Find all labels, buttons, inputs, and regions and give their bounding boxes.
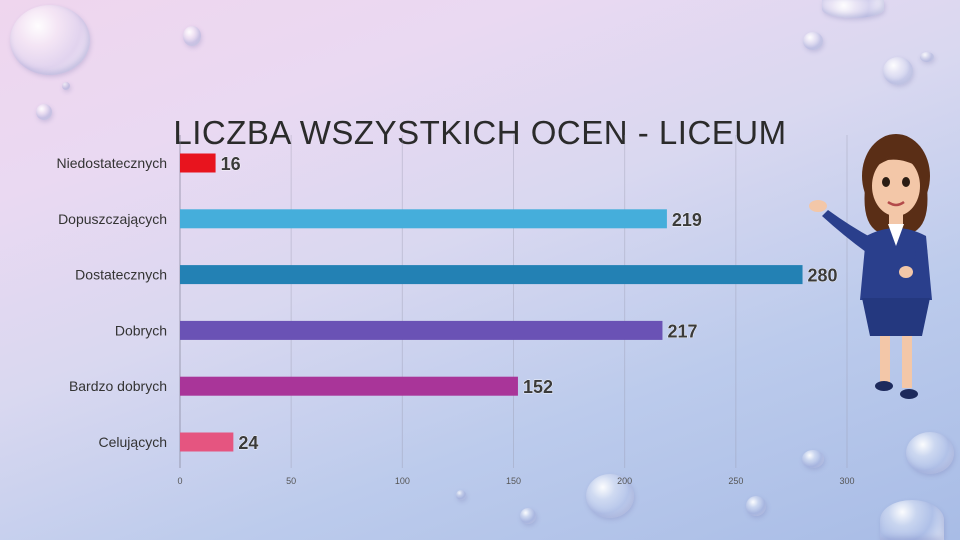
- data-label: 16: [221, 154, 241, 174]
- ticks-layer: 0 50 100 150 200 250 300: [177, 476, 854, 486]
- bar: [180, 265, 803, 285]
- bar: [180, 209, 667, 229]
- bar: [180, 432, 234, 452]
- x-tick-label: 150: [506, 476, 521, 486]
- grid-layer: [179, 135, 848, 468]
- bar: [180, 320, 663, 340]
- water-drop: [883, 57, 913, 85]
- bars-layer: [180, 153, 803, 452]
- category-label: Dostatecznych: [75, 267, 167, 283]
- water-drop: [920, 52, 934, 62]
- x-tick-label: 100: [395, 476, 410, 486]
- data-label: 219: [672, 210, 702, 230]
- water-drop: [62, 82, 70, 90]
- water-drop: [586, 474, 634, 518]
- water-drop: [456, 490, 466, 500]
- x-tick-label: 200: [617, 476, 632, 486]
- water-drop: [746, 496, 766, 516]
- category-label: Niedostatecznych: [56, 155, 167, 171]
- data-label: 24: [238, 433, 258, 453]
- water-drop: [36, 104, 52, 120]
- data-label: 280: [808, 266, 838, 286]
- water-drop: [10, 5, 90, 75]
- water-drop: [906, 432, 954, 474]
- water-drop: [880, 500, 944, 540]
- water-drop: [803, 32, 823, 50]
- category-label: Dopuszczających: [58, 211, 167, 227]
- category-label: Dobrych: [115, 322, 167, 338]
- presenter-character: [809, 134, 932, 399]
- bar: [180, 376, 518, 396]
- category-label: Bardzo dobrych: [69, 378, 167, 394]
- bar: [180, 153, 216, 173]
- water-drop: [822, 0, 884, 18]
- water-drop: [802, 450, 824, 468]
- x-tick-label: 250: [728, 476, 743, 486]
- slide-title: LICZBA WSZYSTKICH OCEN - LICEUM: [173, 114, 787, 152]
- water-drop: [183, 26, 201, 46]
- data-label: 152: [523, 377, 553, 397]
- water-drop: [520, 508, 536, 524]
- category-label: Celujących: [99, 434, 167, 450]
- x-tick-label: 0: [177, 476, 182, 486]
- labels-layer: Niedostatecznych 16 Dopuszczających 219 Dost…: [56, 154, 838, 454]
- x-tick-label: 300: [839, 476, 854, 486]
- x-tick-label: 50: [286, 476, 296, 486]
- data-label: 217: [667, 321, 697, 341]
